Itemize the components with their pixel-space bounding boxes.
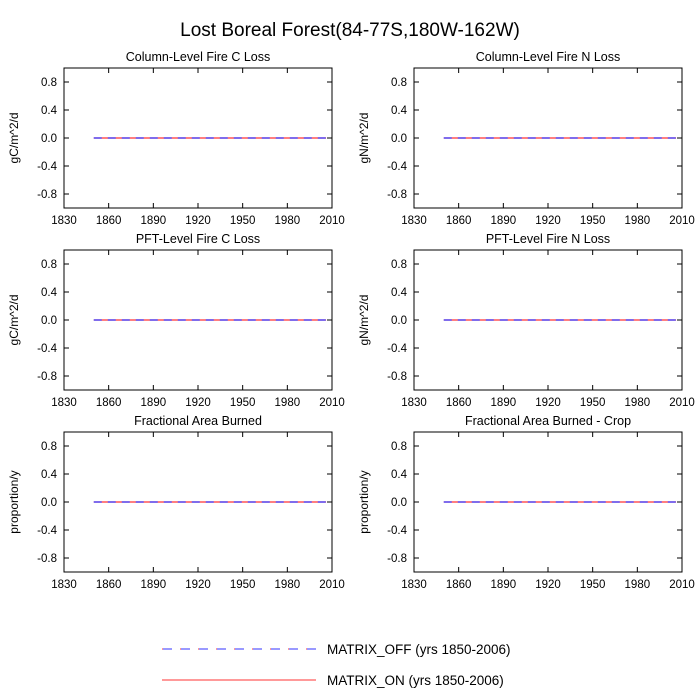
x-tick-label: 1890 xyxy=(141,215,167,227)
y-tick-label: -0.8 xyxy=(387,371,407,383)
x-tick-label: 1860 xyxy=(96,215,122,227)
x-tick-label: 2010 xyxy=(669,579,695,591)
y-tick-label: 0.8 xyxy=(41,77,57,89)
y-tick-label: 0.4 xyxy=(41,469,58,481)
y-axis-label: gC/m^2/d xyxy=(7,113,21,164)
x-tick-label: 1890 xyxy=(491,215,517,227)
x-tick-label: 1950 xyxy=(580,579,606,591)
x-tick-label: 1980 xyxy=(275,397,301,409)
y-tick-label: 0.0 xyxy=(391,315,407,327)
x-tick-label: 1920 xyxy=(535,579,561,591)
panel-title: Column-Level Fire N Loss xyxy=(476,50,621,64)
x-tick-label: 1980 xyxy=(625,215,651,227)
y-axis-label: gN/m^2/d xyxy=(357,113,371,164)
x-tick-label: 1830 xyxy=(401,215,427,227)
x-tick-label: 1860 xyxy=(96,397,122,409)
panel-title: Fractional Area Burned - Crop xyxy=(465,414,631,428)
panel-title: Fractional Area Burned xyxy=(134,414,262,428)
panel-5: Fractional Area Burned 1830 1860 1890 1920 19… xyxy=(7,414,345,591)
legend-label-matrix-on: MATRIX_ON (yrs 1850-2006) xyxy=(327,673,504,688)
y-tick-label: 0.8 xyxy=(391,77,407,89)
y-tick-label: -0.4 xyxy=(387,161,407,173)
y-tick-label: -0.8 xyxy=(37,553,57,565)
y-tick-label: -0.8 xyxy=(387,553,407,565)
x-tick-label: 1950 xyxy=(230,215,256,227)
y-axis-label: gC/m^2/d xyxy=(7,295,21,346)
panel-title: Column-Level Fire C Loss xyxy=(126,50,271,64)
y-axis-label: proportion/y xyxy=(7,470,21,533)
x-tick-label: 1890 xyxy=(491,397,517,409)
y-tick-label: 0.0 xyxy=(391,497,407,509)
x-tick-label: 1830 xyxy=(401,397,427,409)
legend: MATRIX_OFF (yrs 1850-2006) MATRIX_ON (yr… xyxy=(162,642,511,688)
x-tick-label: 1980 xyxy=(625,579,651,591)
x-tick-label: 1860 xyxy=(446,397,472,409)
x-tick-label: 1920 xyxy=(185,579,211,591)
panel-6: Fractional Area Burned - Crop 1830 1860 189… xyxy=(357,414,695,591)
y-tick-label: 0.8 xyxy=(391,441,407,453)
x-tick-label: 1920 xyxy=(535,397,561,409)
x-tick-label: 1920 xyxy=(185,397,211,409)
x-tick-label: 1890 xyxy=(141,579,167,591)
y-tick-label: 0.0 xyxy=(41,315,57,327)
x-tick-label: 1830 xyxy=(401,579,427,591)
panel-3: PFT-Level Fire C Loss 1830 1860 1890 1920 195… xyxy=(7,232,345,409)
x-tick-label: 1980 xyxy=(275,579,301,591)
panel-title: PFT-Level Fire C Loss xyxy=(136,232,260,246)
y-tick-label: 0.0 xyxy=(391,133,407,145)
panel-title: PFT-Level Fire N Loss xyxy=(486,232,610,246)
x-tick-label: 2010 xyxy=(319,579,345,591)
x-tick-label: 1830 xyxy=(51,397,77,409)
panel-2: Column-Level Fire N Loss 1830 1860 1890 1920… xyxy=(357,50,695,227)
x-tick-label: 1860 xyxy=(96,579,122,591)
y-tick-label: -0.4 xyxy=(37,525,57,537)
y-tick-label: -0.4 xyxy=(37,343,57,355)
y-tick-label: 0.4 xyxy=(391,105,408,117)
x-tick-label: 1920 xyxy=(535,215,561,227)
panel-1: Column-Level Fire C Loss 1830 1860 1890 1920… xyxy=(7,50,345,227)
y-tick-label: -0.4 xyxy=(387,525,407,537)
y-axis-label: proportion/y xyxy=(357,470,371,533)
x-tick-label: 1890 xyxy=(491,579,517,591)
y-tick-label: 0.8 xyxy=(391,259,407,271)
x-tick-label: 1830 xyxy=(51,579,77,591)
x-tick-label: 1980 xyxy=(625,397,651,409)
y-tick-label: -0.4 xyxy=(387,343,407,355)
x-tick-label: 1980 xyxy=(275,215,301,227)
x-tick-label: 1950 xyxy=(230,579,256,591)
y-tick-label: -0.4 xyxy=(37,161,57,173)
y-tick-label: -0.8 xyxy=(37,371,57,383)
y-tick-label: -0.8 xyxy=(37,189,57,201)
x-tick-label: 1950 xyxy=(580,215,606,227)
y-tick-label: 0.8 xyxy=(41,441,57,453)
x-tick-label: 1920 xyxy=(185,215,211,227)
legend-label-matrix-off: MATRIX_OFF (yrs 1850-2006) xyxy=(327,642,511,657)
x-tick-label: 1830 xyxy=(51,215,77,227)
y-axis-label: gN/m^2/d xyxy=(357,295,371,346)
x-tick-label: 1860 xyxy=(446,579,472,591)
y-tick-label: 0.0 xyxy=(41,497,57,509)
y-tick-label: 0.0 xyxy=(41,133,57,145)
x-tick-label: 1950 xyxy=(580,397,606,409)
x-tick-label: 1890 xyxy=(141,397,167,409)
y-tick-label: 0.8 xyxy=(41,259,57,271)
x-tick-label: 2010 xyxy=(669,397,695,409)
y-tick-label: 0.4 xyxy=(391,287,408,299)
y-tick-label: 0.4 xyxy=(41,105,58,117)
panels: Column-Level Fire C Loss 1830 1860 1890 1920… xyxy=(7,50,695,591)
x-tick-label: 2010 xyxy=(319,215,345,227)
x-tick-label: 2010 xyxy=(669,215,695,227)
x-tick-label: 1950 xyxy=(230,397,256,409)
y-tick-label: -0.8 xyxy=(387,189,407,201)
panel-4: PFT-Level Fire N Loss 1830 1860 1890 1920 195… xyxy=(357,232,695,409)
y-tick-label: 0.4 xyxy=(391,469,408,481)
x-tick-label: 2010 xyxy=(319,397,345,409)
y-tick-label: 0.4 xyxy=(41,287,58,299)
figure-title: Lost Boreal Forest(84-77S,180W-162W) xyxy=(180,20,520,41)
x-tick-label: 1860 xyxy=(446,215,472,227)
